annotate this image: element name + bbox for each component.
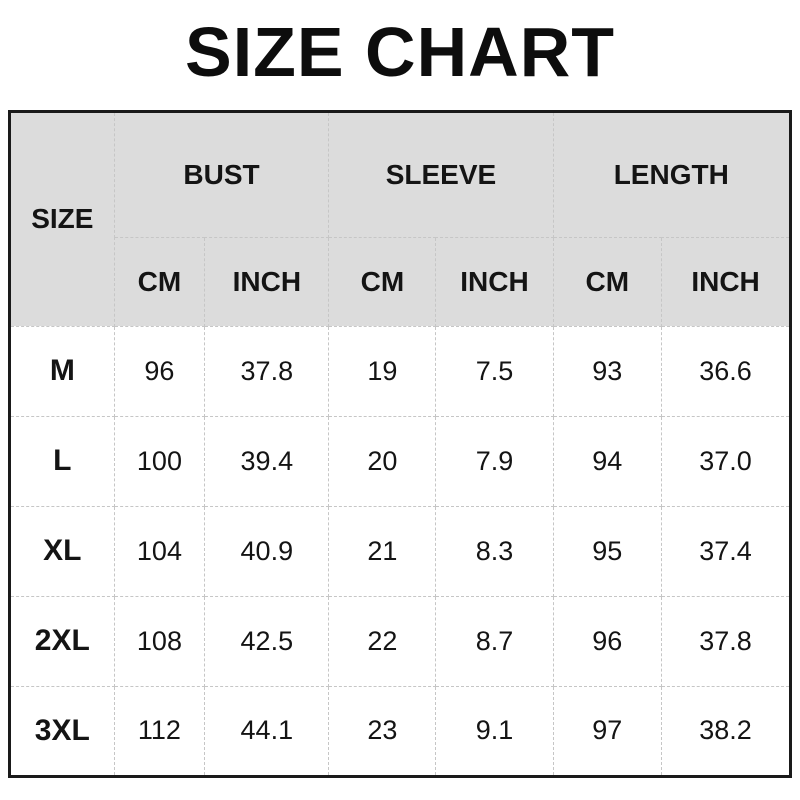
- unit-header-bust-inch: INCH: [204, 236, 330, 327]
- unit-header-length-inch: INCH: [661, 236, 791, 327]
- bust-cm-value: 96: [113, 325, 206, 417]
- unit-header-row: CM INCH CM INCH CM INCH: [10, 236, 791, 327]
- sleeve-inch-value: 8.7: [435, 595, 554, 687]
- group-header-row: SIZE BUST SLEEVE LENGTH: [9, 110, 792, 327]
- unit-header-sleeve-cm: CM: [328, 236, 437, 327]
- page-title: SIZE CHART: [185, 13, 615, 91]
- bust-inch-value: 42.5: [204, 595, 330, 687]
- unit-header-bust-cm: CM: [113, 236, 206, 327]
- sleeve-cm-value: 22: [328, 595, 437, 687]
- bust-cm-value: 100: [113, 415, 206, 507]
- length-inch-value: 36.6: [661, 325, 791, 417]
- table-row-l: L 100 39.4 20 7.9 94 37.0: [9, 415, 791, 507]
- length-inch-value: 37.4: [661, 505, 791, 597]
- sleeve-inch-value: 8.3: [435, 505, 554, 597]
- sleeve-inch-value: 7.5: [435, 325, 554, 417]
- length-cm-value: 93: [552, 325, 663, 417]
- length-cm-value: 94: [552, 415, 663, 507]
- bust-inch-value: 39.4: [204, 415, 330, 507]
- column-header-length: LENGTH: [552, 110, 792, 238]
- sleeve-inch-value: 9.1: [435, 685, 554, 777]
- size-chart-table: SIZE BUST SLEEVE LENGTH CM INCH CM INCH …: [8, 109, 792, 778]
- length-cm-value: 97: [552, 685, 663, 777]
- bust-cm-value: 104: [113, 505, 206, 597]
- size-label: XL: [9, 505, 115, 597]
- size-label: L: [9, 415, 115, 507]
- sleeve-inch-value: 7.9: [435, 415, 554, 507]
- table-row-2xl: 2XL 108 42.5 22 8.7 96 37.8: [9, 595, 791, 687]
- sleeve-cm-value: 23: [328, 685, 437, 777]
- unit-header-length-cm: CM: [552, 236, 663, 327]
- size-label: 2XL: [9, 595, 115, 687]
- unit-header-sleeve-inch: INCH: [435, 236, 554, 327]
- bust-inch-value: 44.1: [204, 685, 330, 777]
- column-header-bust: BUST: [113, 110, 330, 238]
- column-header-sleeve: SLEEVE: [328, 110, 554, 238]
- bust-cm-value: 108: [113, 595, 206, 687]
- bust-cm-value: 112: [113, 685, 206, 777]
- sleeve-cm-value: 19: [328, 325, 437, 417]
- length-cm-value: 96: [552, 595, 663, 687]
- column-header-size: SIZE: [9, 110, 115, 327]
- size-label: M: [9, 325, 115, 417]
- table-row-3xl: 3XL 112 44.1 23 9.1 97 38.2: [9, 685, 791, 777]
- length-inch-value: 37.8: [661, 595, 791, 687]
- length-cm-value: 95: [552, 505, 663, 597]
- size-label: 3XL: [9, 685, 115, 777]
- bust-inch-value: 40.9: [204, 505, 330, 597]
- bust-inch-value: 37.8: [204, 325, 330, 417]
- sleeve-cm-value: 20: [328, 415, 437, 507]
- table-row-m: M 96 37.8 19 7.5 93 36.6: [9, 325, 791, 417]
- length-inch-value: 38.2: [661, 685, 791, 777]
- sleeve-cm-value: 21: [328, 505, 437, 597]
- length-inch-value: 37.0: [661, 415, 791, 507]
- table-row-xl: XL 104 40.9 21 8.3 95 37.4: [9, 505, 791, 597]
